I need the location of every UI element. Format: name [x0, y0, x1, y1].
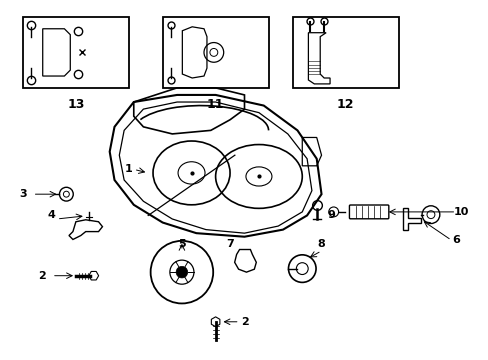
Bar	[23, 17, 129, 88]
Bar	[292, 17, 398, 88]
Text: 5: 5	[178, 239, 185, 249]
Text: 13: 13	[67, 98, 84, 111]
Text: 2: 2	[39, 271, 46, 281]
Text: 4: 4	[48, 211, 56, 220]
Text: 10: 10	[452, 207, 468, 217]
Text: 12: 12	[336, 98, 354, 111]
Text: 3: 3	[19, 189, 27, 199]
Text: 9: 9	[326, 211, 334, 220]
Text: 8: 8	[317, 239, 325, 249]
Bar	[163, 17, 268, 88]
Text: 11: 11	[206, 98, 224, 111]
Text: 7: 7	[226, 239, 233, 249]
Text: 1: 1	[125, 165, 133, 174]
Text: 6: 6	[451, 235, 459, 245]
Circle shape	[176, 266, 187, 278]
Text: 2: 2	[240, 317, 248, 327]
